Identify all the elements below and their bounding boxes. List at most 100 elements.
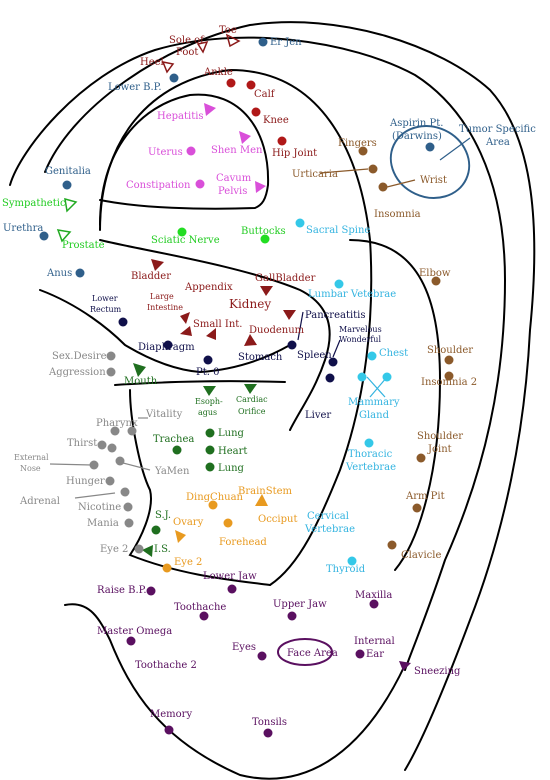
text-labels: Toe Sole of Foot Er Jen Heel Ankle Lower … [2,25,536,728]
label-trachea: Trachea [153,434,194,445]
mania-dot [124,518,134,528]
crus-line [39,289,291,374]
yamen-dot-1 [115,456,125,466]
fingers-dot [358,146,368,156]
label-nicotine: Nicotine [78,502,121,513]
sex-desire-dot [106,351,116,361]
label-wrist: Wrist [420,175,447,186]
er-jen-dot [258,37,268,47]
hunger-dot [105,476,115,486]
label-cavum: Cavum [216,173,252,184]
label-prostate: Prostate [62,240,105,251]
liver-dot [325,373,335,383]
label-knee: Knee [263,115,289,126]
face-area-ellipse [277,638,333,666]
point-dots [39,37,454,738]
label-toothache: Toothache [174,602,226,613]
eye2a-dot [134,544,144,554]
yamen-dot-2 [107,443,117,453]
label-spleen: Spleen [297,350,332,361]
label-vertebrae: Vertebrae [345,462,396,473]
label-lumbar: Lumbar Vetebrae [308,289,396,300]
eye2b-dot [162,563,172,573]
label-liver: Liver [305,410,331,421]
label-chest: Chest [379,348,408,359]
knee-dot [251,107,261,117]
label-clavicle: Clavicle [401,550,441,561]
label-intestine: Intestine [147,303,183,312]
thyroid-dot [347,556,357,566]
clavicle-dot [387,540,397,550]
label-agus: agus [198,408,217,417]
gallbladder-marker [260,286,273,296]
label-small-int: Small Int. [193,319,242,330]
label-occiput: Occiput [258,514,297,525]
antitragus [128,389,271,586]
label-ear: Ear [366,649,384,660]
concha-cymba-rim [99,239,331,431]
thirst-dot [97,440,107,450]
label-sciatic: Sciatic Nerve [151,235,220,246]
label-ovary: Ovary [173,517,204,528]
tumor-ellipse [389,125,471,199]
urticaria-dot [368,164,378,174]
insomnia2-dot [444,371,454,381]
label-pelvis: Pelvis [218,186,247,197]
elbow-dot [431,276,441,286]
label-vertebrae-c: Vertebrae [304,524,355,535]
label-forehead: Forehead [219,537,267,548]
upper-jaw-dot [287,611,297,621]
label-arm-pit: Arm Pit [405,491,445,502]
tonsils-dot [263,728,273,738]
label-fingers: Fingers [338,138,377,149]
lower-jaw-dot [227,584,237,594]
label-calf: Calf [254,89,276,100]
brainstem-marker [255,494,268,506]
label-aggression: Aggression [48,367,106,378]
label-tumor-1: Tumor Specific [459,124,536,135]
shoulder-dot [444,355,454,365]
label-lower: Lower [92,294,118,303]
leader-lines [49,137,471,499]
label-diaphragm: Diaphragm [138,342,195,353]
label-shoulder-joint-2: Joint [427,444,452,455]
label-toothache2: Toothache 2 [135,660,197,671]
label-tumor-2: Area [485,137,510,148]
mammary-dot-1 [357,372,367,382]
spleen-dot [328,357,338,367]
sj-dot [151,525,161,535]
label-face-area: Face Area [287,648,338,659]
diaphragm-dot [163,340,173,350]
label-er-jen: Er Jen [270,37,302,48]
label-duodenum: Duodenum [249,325,305,336]
label-sneezing: Sneezing [414,666,461,677]
label-appendix: Appendix [184,282,233,293]
aggression-dot [106,367,116,377]
label-insomnia2: Insomnia 2 [421,377,477,388]
antihelix-outer [99,68,373,586]
sacral-spine-dot [295,218,305,228]
label-nose: Nose [20,464,41,473]
heart-dot [205,445,215,455]
label-buttocks: Buttocks [241,226,286,237]
nicotine-dot [123,502,133,512]
aspirin-dot [425,142,435,152]
calf-dot [246,80,256,90]
label-genitalia: Genitalia [45,166,91,177]
label-toe: Toe [219,25,237,36]
sciatic-nerve-dot [177,227,187,237]
hepatitis-marker [204,103,216,116]
vitality-dot [127,426,137,436]
label-brainstem: BrainStem [238,486,293,497]
external-nose-dot [89,460,99,470]
label-eyes: Eyes [232,642,256,653]
pharynx-dot [110,426,120,436]
anus-dot [75,268,85,278]
duodenum-marker [244,334,257,346]
arm-pit-dot [412,503,422,513]
label-hepatitis: Hepatitis [157,111,204,122]
helix-tail [349,239,442,571]
dingchuan-dot [208,500,218,510]
uterus-dot [186,146,196,156]
